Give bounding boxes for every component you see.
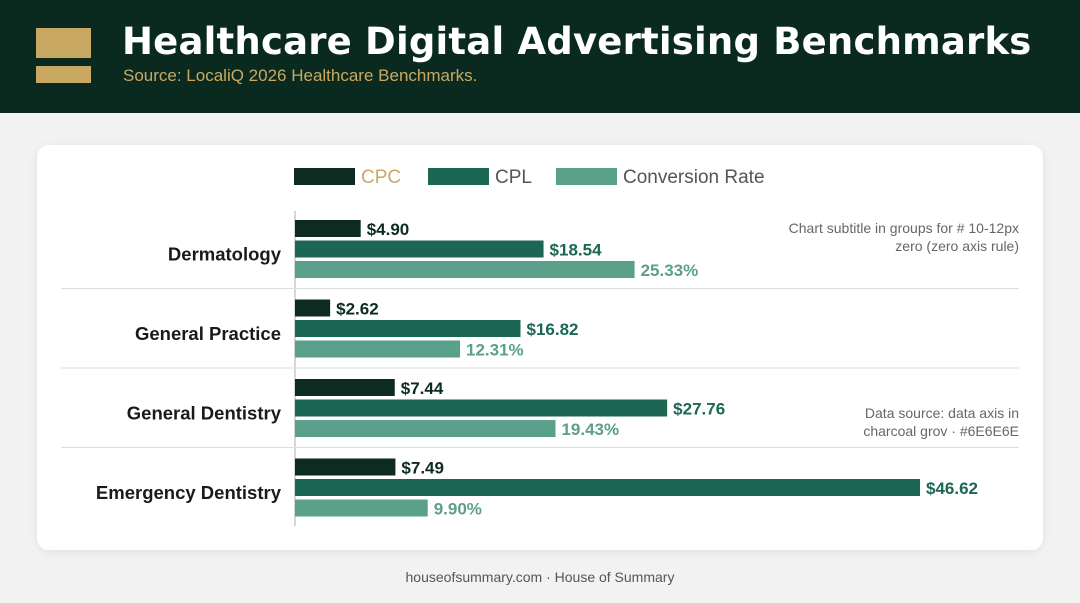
data-label-conversion-rate: 19.43% <box>561 420 619 439</box>
data-label-cpc: $7.44 <box>401 379 444 398</box>
note-bottom-line1: Data source: data axis in <box>865 405 1019 421</box>
data-label-conversion-rate: 25.33% <box>641 261 699 280</box>
category-label: Dermatology <box>168 243 282 264</box>
data-label-cpl: $27.76 <box>673 400 725 419</box>
legend-swatch-cpl <box>428 168 489 185</box>
bar-conversion-rate <box>295 420 556 437</box>
data-label-cpc: $7.49 <box>401 459 444 478</box>
data-label-cpc: $4.90 <box>367 220 410 239</box>
note-bottom-line2: charcoal grov · #6E6E6E <box>863 423 1019 439</box>
data-label-conversion-rate: 12.31% <box>466 341 524 360</box>
bar-conversion-rate <box>295 261 635 278</box>
logo-mark-bottom <box>36 66 91 83</box>
bar-cpc <box>295 458 396 476</box>
legend-swatch-cpc <box>294 168 355 185</box>
note-top-line2: zero (zero axis rule) <box>895 238 1019 254</box>
bar-cpl <box>295 320 521 337</box>
chart: CPC CPL Conversion Rate Dermatology $4.90 $1… <box>61 167 1019 526</box>
legend-swatch-conversion-rate <box>556 168 617 185</box>
plot-area: Dermatology $4.90 $18.54 25.33% General Prac… <box>61 211 1019 526</box>
data-label-cpc: $2.62 <box>336 300 379 319</box>
page-title: Healthcare Digital Advertising Benchmark… <box>122 20 1032 63</box>
bar-cpl <box>295 479 920 496</box>
category-label: General Dentistry <box>127 402 282 423</box>
bar-conversion-rate <box>295 340 461 358</box>
bar-cpc <box>295 299 331 317</box>
data-label-conversion-rate: 9.90% <box>434 500 482 519</box>
bar-cpc <box>295 220 361 237</box>
bar-conversion-rate <box>295 499 428 517</box>
bar-cpc <box>295 379 395 396</box>
data-label-cpl: $46.62 <box>926 479 978 498</box>
header: Healthcare Digital Advertising Benchmark… <box>0 0 1080 113</box>
footer: houseofsummary.com · House of Summary <box>405 569 675 585</box>
category-label: Emergency Dentistry <box>96 482 282 503</box>
bar-cpl <box>295 399 668 417</box>
legend-label-cpc: CPC <box>361 167 401 188</box>
note-top-line1: Chart subtitle in groups for # 10-12px <box>789 220 1019 236</box>
chart-card: CPC CPL Conversion Rate Dermatology $4.90 $1… <box>37 145 1043 550</box>
category-label: General Practice <box>135 323 281 344</box>
data-label-cpl: $16.82 <box>526 320 578 339</box>
logo-mark-top <box>36 28 91 58</box>
page-subtitle: Source: LocaliQ 2026 Healthcare Benchmar… <box>123 66 478 85</box>
legend-label-cpl: CPL <box>495 167 532 188</box>
bar-cpl <box>295 240 544 258</box>
legend: CPC CPL Conversion Rate <box>294 167 765 188</box>
legend-label-conversion-rate: Conversion Rate <box>623 167 765 188</box>
data-label-cpl: $18.54 <box>550 241 603 260</box>
